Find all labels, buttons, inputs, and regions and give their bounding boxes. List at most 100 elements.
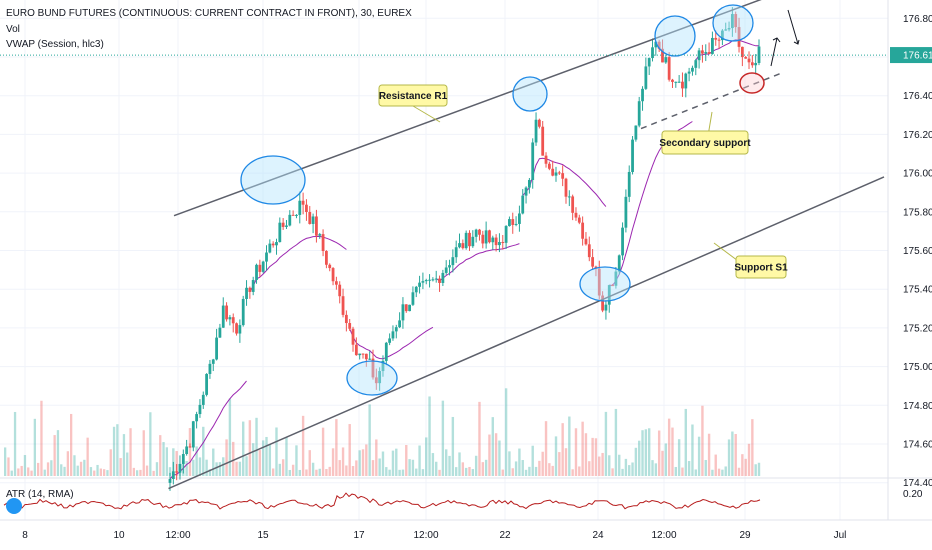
candle: [414, 286, 418, 293]
volume-bar: [86, 437, 89, 476]
volume-bar: [747, 443, 751, 476]
volume-bar: [511, 468, 514, 476]
candle: [318, 234, 322, 236]
volume-bar: [751, 419, 754, 476]
candle: [687, 71, 691, 74]
candle: [431, 279, 435, 281]
volume-bar: [155, 462, 159, 476]
candle: [388, 338, 392, 343]
up-arrow: [770, 37, 781, 67]
volume-bar: [335, 419, 338, 476]
volume-bar: [454, 467, 458, 476]
time-axis[interactable]: 8 10 12:00 15 17 12:00 22 24 12:00 29 Jul: [22, 530, 846, 541]
volume-bar: [338, 460, 341, 476]
volume-bar: [271, 468, 275, 476]
candle: [504, 226, 508, 243]
volume-bar: [474, 455, 478, 476]
volume-bar: [205, 459, 208, 476]
volume-bar: [631, 462, 634, 476]
candle: [175, 471, 179, 473]
candle: [278, 222, 282, 243]
volume-bar: [408, 459, 411, 476]
atr-legend[interactable]: ATR (14, RMA): [6, 489, 74, 500]
volume-bar: [704, 459, 707, 476]
volume-bar: [388, 469, 391, 476]
candle: [361, 353, 365, 355]
candle: [637, 101, 641, 126]
volume-bar: [328, 466, 331, 476]
volume-bar: [218, 462, 222, 476]
candle: [501, 242, 505, 244]
volume-bar: [431, 453, 435, 476]
candle: [521, 195, 525, 214]
volume-bar: [139, 469, 142, 476]
candle: [577, 217, 581, 223]
volume-bar: [717, 468, 721, 476]
candle: [631, 139, 634, 172]
candle: [531, 142, 535, 180]
candle: [364, 353, 368, 360]
volume-bar: [591, 437, 594, 476]
time-tick: 12:00: [651, 530, 676, 541]
candle: [484, 230, 488, 244]
candle: [481, 234, 485, 244]
candle: [717, 39, 721, 41]
volume-bar: [281, 459, 285, 476]
price-tick: 175.20: [903, 323, 932, 334]
volume-bar: [132, 467, 135, 476]
volume-bar: [361, 449, 365, 476]
volume-bar: [56, 430, 60, 476]
candle: [371, 358, 375, 378]
vwap-segment: [249, 235, 347, 293]
volume-bar: [258, 450, 262, 476]
candle: [711, 37, 714, 54]
candle: [205, 373, 209, 395]
volume-bar: [681, 467, 684, 476]
candle: [567, 196, 571, 198]
volume-bar: [687, 461, 691, 476]
candle: [238, 325, 242, 334]
price-tick: 176.80: [903, 14, 932, 25]
price-tick: 174.40: [903, 478, 932, 489]
vol-legend[interactable]: Vol: [6, 24, 20, 35]
candle: [561, 173, 565, 179]
candle: [597, 268, 601, 296]
candle: [494, 237, 498, 246]
vwap-segment: [609, 121, 693, 286]
volume-bar: [315, 469, 318, 476]
volume-bar: [4, 447, 7, 476]
volume-bar: [677, 439, 681, 476]
volume-bar: [694, 469, 697, 476]
volume-bar: [129, 428, 132, 476]
volume-bar: [245, 456, 248, 476]
candle: [228, 317, 232, 320]
volume-bar: [235, 461, 238, 476]
vwap-legend[interactable]: VWAP (Session, hlc3): [6, 39, 104, 50]
volume-bar: [731, 431, 734, 476]
drawings[interactable]: Resistance R1 Secondary support Support S1: [168, 0, 885, 490]
candle: [491, 237, 495, 243]
volume-bar: [79, 461, 83, 476]
volume-bar: [724, 466, 727, 476]
volume-bar: [368, 404, 371, 476]
price-axis[interactable]: 176.80176.60176.40176.20176.00175.80175.…: [0, 14, 932, 489]
volume-bar: [70, 413, 73, 476]
tradingview-logo-icon[interactable]: [6, 498, 22, 514]
candle: [614, 271, 618, 286]
candle: [664, 57, 668, 63]
volume-bar: [355, 460, 358, 476]
volume-bar: [321, 427, 325, 476]
price-tick: 176.40: [903, 91, 932, 102]
volume-bar: [448, 455, 451, 476]
volume-bar: [518, 448, 521, 476]
volume-bar: [701, 405, 704, 476]
candle: [611, 285, 614, 287]
candle: [171, 471, 175, 479]
candle: [744, 57, 748, 59]
candle: [394, 327, 398, 332]
volume-bar: [734, 434, 737, 476]
volume-bar: [142, 430, 145, 476]
volume-bar: [628, 465, 631, 476]
candle: [404, 304, 408, 312]
